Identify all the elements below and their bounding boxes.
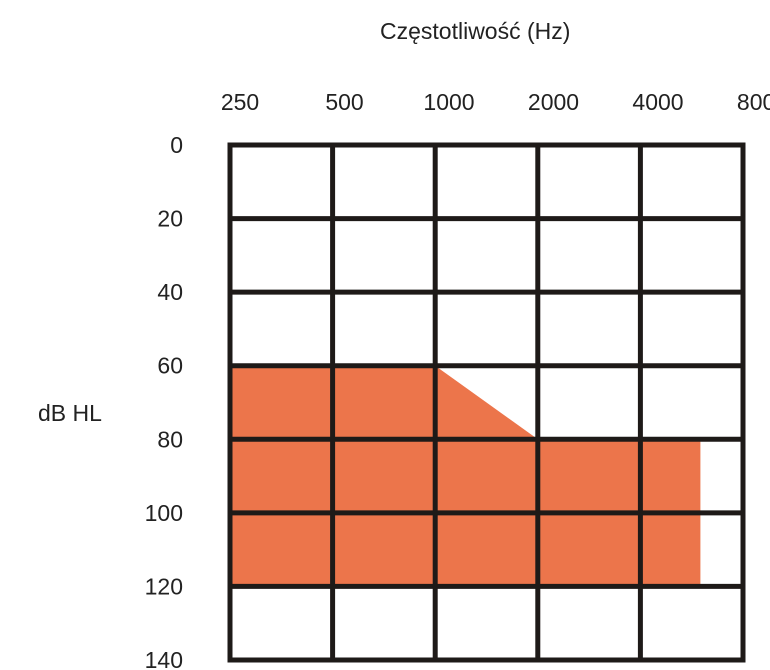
y-tick-label: 120: [145, 573, 183, 599]
y-tick-labels: 0 20 40 60 80 100 120 140: [145, 132, 183, 670]
hearing-loss-region: [230, 365, 701, 587]
grid-lines: [227, 142, 746, 663]
y-axis-title: dB HL: [38, 400, 102, 426]
y-tick-label: 0: [170, 132, 183, 158]
x-tick-label: 4000: [632, 89, 683, 115]
y-tick-label: 60: [157, 353, 183, 379]
x-tick-label: 2000: [528, 89, 579, 115]
x-tick-label: 250: [221, 89, 259, 115]
y-tick-label: 140: [145, 647, 183, 670]
y-tick-label: 20: [157, 206, 183, 232]
y-tick-label: 100: [145, 500, 183, 526]
y-tick-label: 80: [157, 426, 183, 452]
x-axis-title: Częstotliwość (Hz): [380, 18, 571, 44]
x-tick-label: 1000: [423, 89, 474, 115]
x-tick-label: 500: [325, 89, 363, 115]
y-tick-label: 40: [157, 279, 183, 305]
